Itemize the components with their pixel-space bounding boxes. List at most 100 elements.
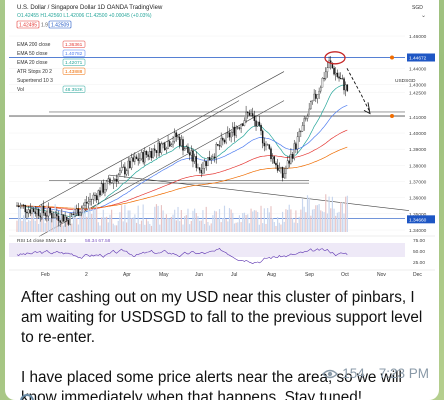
volume-bar (245, 214, 247, 232)
volume-bar (240, 222, 242, 232)
candle-body (61, 214, 63, 223)
volume-bar (180, 209, 182, 232)
candle-body (168, 141, 171, 147)
volume-bar (331, 196, 333, 232)
volume-bar (72, 209, 75, 232)
candle-body (200, 169, 202, 174)
volume-bar (199, 220, 201, 232)
candle-body (170, 144, 173, 147)
message-meta: 154 7:23 PM (322, 366, 429, 381)
volume-bar (220, 222, 222, 232)
currency-dropdown-icon[interactable]: ⌄ (421, 13, 426, 19)
volume-bar (174, 209, 176, 232)
candle-body (154, 148, 156, 151)
volume-bar (286, 209, 289, 232)
candle-body (17, 205, 20, 208)
volume-bar (120, 205, 123, 232)
volume-bar (318, 204, 320, 232)
volume-bar (62, 225, 65, 232)
candle-body (326, 67, 329, 73)
volume-bar (114, 225, 116, 232)
candle-body (175, 132, 178, 137)
candle-body (315, 93, 317, 99)
volume-bar (223, 205, 226, 232)
candle-body (165, 148, 168, 151)
month-label: Feb (41, 272, 50, 278)
price-axis-label: 1.34000 (409, 228, 427, 234)
volume-bar (233, 223, 236, 232)
candle-body (102, 183, 105, 193)
indicator-label: EMA 20 close (17, 60, 48, 66)
chart-image[interactable]: U.S. Dollar / Singapore Dollar 1D OANDA … (9, 0, 435, 282)
volume-bar (298, 216, 300, 232)
volume-bar (24, 204, 26, 232)
volume-bar (91, 213, 93, 232)
candle-body (344, 84, 347, 91)
candle-body (251, 113, 254, 116)
indicator-value: 48.353K (65, 87, 84, 93)
projection-arrow (346, 68, 370, 111)
candle-body (288, 160, 290, 164)
price-axis-label: 1.37000 (409, 180, 427, 186)
volume-bar (247, 214, 249, 232)
volume-bar (124, 204, 126, 232)
volume-bar (330, 208, 332, 232)
candle-body (228, 132, 231, 138)
volume-bar (328, 196, 330, 232)
volume-bar (157, 205, 159, 232)
volume-bar (313, 209, 315, 232)
candle-body (145, 151, 148, 155)
rsi-values: 58.34 67.58 (85, 238, 111, 244)
volume-bar (56, 215, 58, 232)
volume-bar (278, 222, 280, 232)
ask-box[interactable] (48, 20, 72, 29)
ask-price: 1.42509 (51, 23, 69, 29)
candle-body (95, 195, 98, 201)
views-count: 154 (342, 366, 365, 381)
candle-body (316, 94, 319, 99)
candle-body (233, 126, 236, 136)
volume-bar (130, 218, 133, 232)
volume-bar (218, 209, 221, 232)
bid-box[interactable] (16, 20, 40, 29)
candle-body (338, 76, 340, 79)
volume-bar (182, 224, 184, 232)
candle-body (320, 86, 322, 92)
month-label: Apr (123, 272, 131, 278)
volume-bar (343, 213, 345, 232)
candle-body (74, 213, 76, 215)
candle-body (227, 132, 229, 134)
candle-body (255, 120, 257, 127)
volume-bar (262, 223, 264, 232)
volume-bar (162, 210, 164, 232)
volume-bar (320, 210, 322, 232)
candle-body (266, 144, 269, 146)
volume-bar (270, 206, 272, 232)
volume-bar (277, 217, 279, 232)
candle-body (223, 140, 226, 143)
candle-body (46, 215, 48, 217)
candle-body (81, 207, 83, 213)
candle-body (195, 156, 198, 168)
volume-bar (306, 195, 309, 232)
volume-bar (23, 215, 25, 232)
candle-body (172, 141, 174, 145)
pinbar-cluster-circle (324, 51, 346, 65)
candle-body (300, 131, 302, 133)
rsi-label: RSI 14 close SMA 14 2 (17, 238, 67, 244)
reaction-button[interactable] (20, 394, 34, 400)
volume-bar (207, 221, 209, 232)
indicator-label: Vol (17, 87, 24, 93)
volume-bar (92, 208, 94, 232)
message-time: 7:23 PM (378, 366, 429, 381)
volume-bar (94, 210, 96, 232)
volume-bar (253, 210, 255, 232)
candle-body (31, 208, 33, 214)
candle-body (258, 121, 261, 126)
candle-body (62, 214, 65, 222)
candle-body (87, 201, 90, 204)
indicator-value-box (62, 85, 86, 93)
volume-bar (44, 223, 46, 232)
candle-body (336, 72, 339, 77)
candle-body (232, 126, 234, 133)
